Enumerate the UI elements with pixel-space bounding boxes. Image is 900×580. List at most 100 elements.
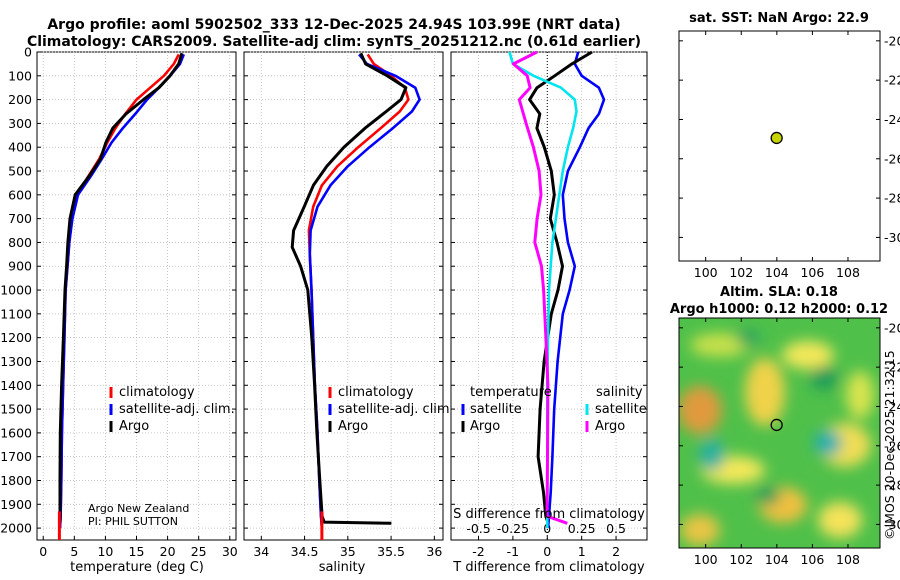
salinity-grid xyxy=(244,51,443,540)
x-tick-label: 0 xyxy=(543,544,551,559)
x-tick-label: 2 xyxy=(612,544,620,559)
depth-tick-label: 0 xyxy=(24,45,32,60)
sst-map-panel: sat. SST: NaN Argo: 22.9 100 102 104 106 108… xyxy=(678,11,900,280)
x-tick-label: 0 xyxy=(39,544,47,559)
sst-map-title: sat. SST: NaN Argo: 22.9 xyxy=(689,11,869,26)
t-difference-xlabel: T difference from climatology xyxy=(452,560,645,575)
x-tick-label: 36 xyxy=(426,544,442,559)
difference-lines xyxy=(508,50,606,529)
difference-legend-salinity: salinity satellite Argo xyxy=(585,385,647,434)
depth-tick-label: 1800 xyxy=(0,473,32,488)
lon-tick-label: 104 xyxy=(765,265,789,280)
legend-t-argo-label: Argo xyxy=(470,419,500,434)
depth-tick-label: 2000 xyxy=(0,521,32,536)
lon-tick-label: 106 xyxy=(800,265,824,280)
difference-panel: -2 -1 0 1 2 -0.5 -0.25 0 0.25 0.5 S difference fr… xyxy=(450,50,648,575)
depth-tick-labels: 0 100 200 300 400 500 600 700 800 900 1000 1100 1200… xyxy=(0,45,32,536)
x-tick-label: -1 xyxy=(507,544,519,559)
sst-map-marker xyxy=(770,131,783,145)
depth-tick-label: 500 xyxy=(8,164,32,179)
s-tick-label: 0 xyxy=(543,521,551,536)
imos-watermark: ©IMOS 20-Dec-2025 21:32:15 xyxy=(882,350,897,540)
depth-tick-label: 100 xyxy=(8,68,32,83)
legend-satellite-label: satellite-adj. clim. xyxy=(338,402,454,417)
x-tick-label: 15 xyxy=(129,544,145,559)
lat-tick-label: -20 xyxy=(884,33,900,48)
x-tick-label: 1 xyxy=(578,544,586,559)
legend-s-satellite-label: satellite xyxy=(595,402,647,417)
depth-tick-label: 1500 xyxy=(0,402,32,417)
temperature-tick-labels: 0 5 10 15 20 25 30 xyxy=(39,544,238,559)
salinity-lines xyxy=(290,52,421,540)
x-tick-label: 30 xyxy=(222,544,238,559)
lat-tick-label: -22 xyxy=(884,73,900,88)
series-line-t-argo xyxy=(528,50,593,523)
x-tick-label: 35 xyxy=(340,544,356,559)
x-tick-label: -2 xyxy=(472,544,484,559)
lat-tick-label: -26 xyxy=(884,151,900,166)
depth-tick-label: 1400 xyxy=(0,378,32,393)
argo-position-marker xyxy=(770,418,783,432)
depth-tick-label: 200 xyxy=(8,92,32,107)
salinity-tick-labels: 34 34.5 35 35.5 36 xyxy=(253,544,442,559)
series-line-s-argo xyxy=(511,50,568,525)
sla-title-line-2: Argo h1000: 0.12 h2000: 0.12 xyxy=(670,302,888,317)
lat-tick-label: -20 xyxy=(884,320,900,335)
x-tick-label: 10 xyxy=(97,544,113,559)
depth-tick-label: 1200 xyxy=(0,330,32,345)
lon-tick-label: 102 xyxy=(729,265,753,280)
legend-s-argo-label: Argo xyxy=(595,419,625,434)
s-tick-label: -0.5 xyxy=(466,521,490,536)
sla-title-line-1: Altim. SLA: 0.18 xyxy=(720,285,838,300)
legend-argo-label: Argo xyxy=(119,419,149,434)
sla-map-axes-box xyxy=(678,317,881,549)
lat-tick-label: -24 xyxy=(884,112,900,127)
x-tick-label: 35.5 xyxy=(377,544,405,559)
s-tick-label: -0.25 xyxy=(497,521,529,536)
depth-tick-label: 600 xyxy=(8,187,32,202)
difference-legend-temperature: temperature satellite Argo xyxy=(461,385,552,434)
legend-satellite-label: satellite-adj. clim. xyxy=(119,402,235,417)
series-line-argo xyxy=(290,52,408,525)
depth-tick-label: 700 xyxy=(8,211,32,226)
s-tick-label: 0.5 xyxy=(606,521,626,536)
legend-t-satellite-label: satellite xyxy=(470,402,522,417)
legend-salinity-title: salinity xyxy=(596,385,643,400)
temperature-panel: 0100200300400500600700800900100011001200… xyxy=(0,45,238,576)
x-tick-label: 25 xyxy=(191,544,207,559)
title-line-2: Climatology: CARS2009. Satellite-adj cli… xyxy=(27,34,641,50)
lon-tick-label: 100 xyxy=(694,265,718,280)
x-tick-label: 34.5 xyxy=(291,544,319,559)
lat-tick-label: -30 xyxy=(884,230,900,245)
x-tick-label: 34 xyxy=(253,544,269,559)
s-tick-label: 0.25 xyxy=(568,521,596,536)
salinity-legend: climatology satellite-adj. clim. Argo xyxy=(328,385,454,434)
sla-map-marker xyxy=(770,418,783,432)
sla-map-panel: Altim. SLA: 0.18 Argo h1000: 0.12 h2000:… xyxy=(670,285,900,567)
temperature-xlabel: temperature (deg C) xyxy=(70,560,204,575)
depth-tick-label: 1700 xyxy=(0,449,32,464)
lon-tick-label: 100 xyxy=(694,552,718,567)
legend-climatology-label: climatology xyxy=(119,385,195,400)
lon-tick-label: 106 xyxy=(800,552,824,567)
lon-tick-label: 108 xyxy=(836,552,860,567)
temperature-lines xyxy=(57,52,186,540)
x-tick-label: 20 xyxy=(160,544,176,559)
sst-map-axes-box xyxy=(678,30,881,262)
float-institution: Argo New Zealand xyxy=(88,502,189,515)
difference-tick-labels: -2 -1 0 1 2 -0.5 -0.25 0 0.25 0.5 xyxy=(466,521,626,559)
title-line-1: Argo profile: aoml 5902502_333 12-Dec-20… xyxy=(47,17,620,33)
difference-grid xyxy=(451,51,647,540)
lat-tick-label: -28 xyxy=(884,478,900,493)
sla-heatmap xyxy=(679,318,880,548)
sla-map-ticks: 100 102 104 106 108 -20 -22 -24 -26 -28 -30 xyxy=(679,318,900,567)
legend-temperature-title: temperature xyxy=(470,385,552,400)
salinity-xlabel: salinity xyxy=(319,560,366,575)
argo-position-marker xyxy=(770,131,783,145)
series-line-argo xyxy=(58,52,184,523)
sst-map-ticks: 100 102 104 106 108 -20 -22 -24 -26 -28 -30 xyxy=(679,31,900,280)
depth-tick-label: 1600 xyxy=(0,425,32,440)
depth-tick-label: 1900 xyxy=(0,497,32,512)
lat-tick-label: -30 xyxy=(884,517,900,532)
lat-tick-label: -24 xyxy=(884,399,900,414)
